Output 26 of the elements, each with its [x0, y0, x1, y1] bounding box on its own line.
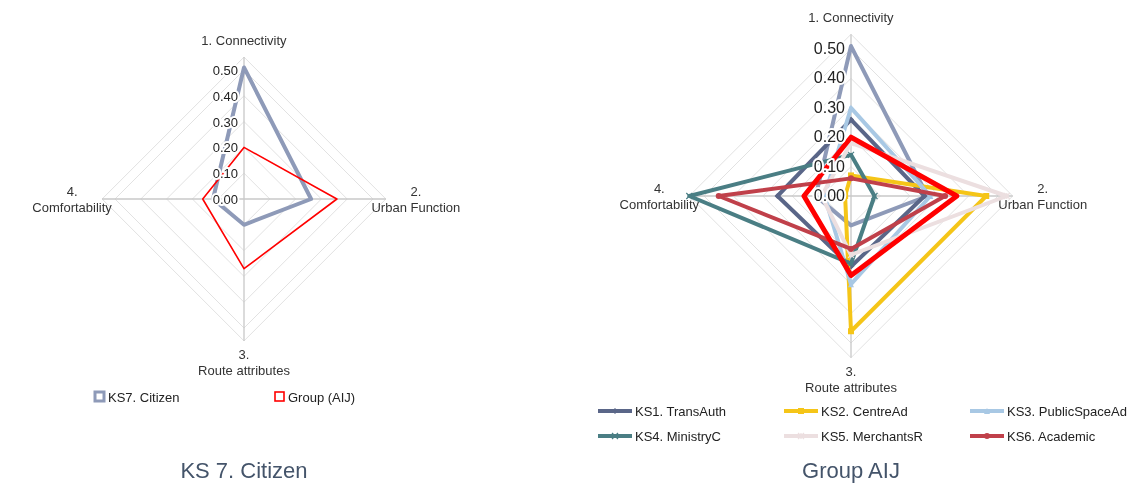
y-tick-label: 0.50 — [212, 63, 238, 78]
legend-label: KS4. MinistryC — [635, 429, 721, 444]
legend-label: KS7. Citizen — [108, 390, 180, 405]
legend-label: KS1. TransAuth — [635, 404, 727, 419]
y-tick-label: 0.30 — [212, 114, 238, 130]
spoke-label: 3. Route attributes — [198, 346, 291, 378]
legend-label: KS5. MerchantsR — [821, 429, 923, 444]
legend-label: KS2. CentreAd — [821, 404, 908, 419]
y-tick-label: 0.00 — [212, 192, 238, 207]
spoke-label: 1. Connectivity — [201, 33, 288, 49]
text: Group AIJ — [802, 458, 900, 483]
text: KS 7. Citizen — [180, 458, 308, 483]
spoke-label: 2. Urban Function — [998, 181, 1088, 212]
y-tick-label: 0.40 — [813, 69, 846, 87]
legend-label: KS3. PublicSpaceAd — [1007, 404, 1127, 419]
legend-label: Group (AIJ) — [288, 390, 356, 405]
spoke-label: 4. Comfortability — [619, 181, 700, 212]
spoke-label: 1. Connectivity — [808, 10, 895, 26]
y-tick-label: 0.50 — [813, 40, 846, 57]
spoke-label: 3. Route attributes — [805, 363, 898, 395]
spoke-label: 2. Urban Function — [371, 184, 461, 215]
y-tick-label: 0.40 — [212, 88, 238, 104]
legend-label: KS6. Academic — [1007, 429, 1096, 444]
spoke-label: 4. Comfortability — [32, 184, 113, 215]
y-tick-label: 0.30 — [813, 98, 846, 116]
y-tick-label: 0.20 — [212, 140, 238, 156]
